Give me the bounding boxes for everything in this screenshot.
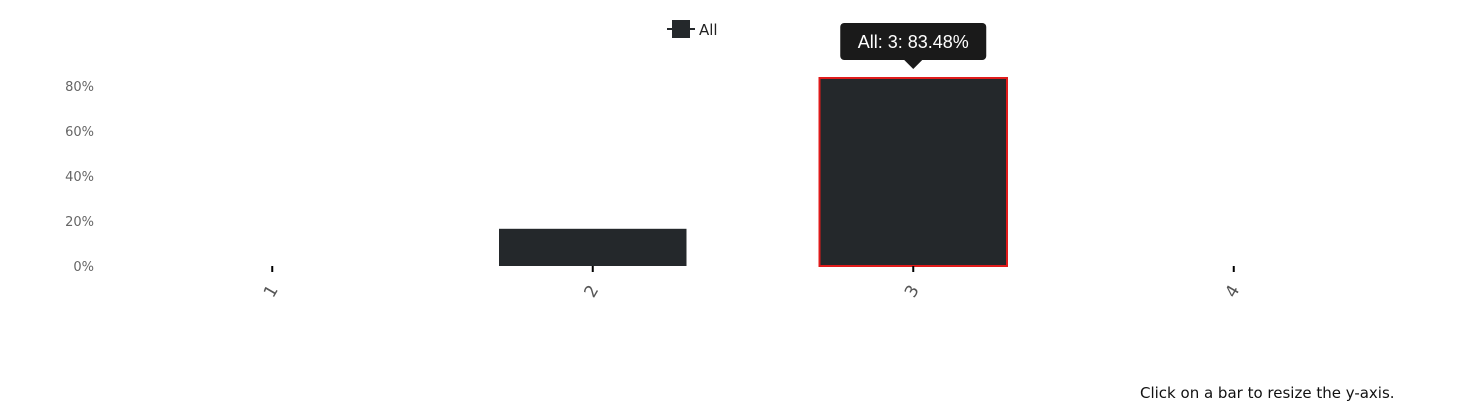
y-tick-label: 80% [65, 80, 94, 95]
bar-3[interactable] [818, 77, 1008, 267]
x-tick-label: 4 [1222, 282, 1245, 301]
x-tick-label: 2 [581, 282, 604, 301]
x-tick-label: 3 [901, 282, 924, 301]
tooltip-arrow [904, 60, 923, 69]
tooltip-text: All: 3: 83.48% [858, 32, 969, 52]
x-tick-label: 1 [260, 282, 283, 301]
legend-swatch [672, 20, 690, 38]
legend-label: All [699, 21, 718, 39]
hint-text: Click on a bar to resize the y-axis. [1140, 384, 1395, 402]
y-tick-label: 40% [65, 170, 94, 185]
y-tick-label: 60% [65, 125, 94, 140]
y-tick-label: 0% [73, 260, 94, 275]
tooltip-box [840, 23, 987, 60]
y-tick-label: 20% [65, 215, 94, 230]
bar-2[interactable] [499, 228, 687, 266]
